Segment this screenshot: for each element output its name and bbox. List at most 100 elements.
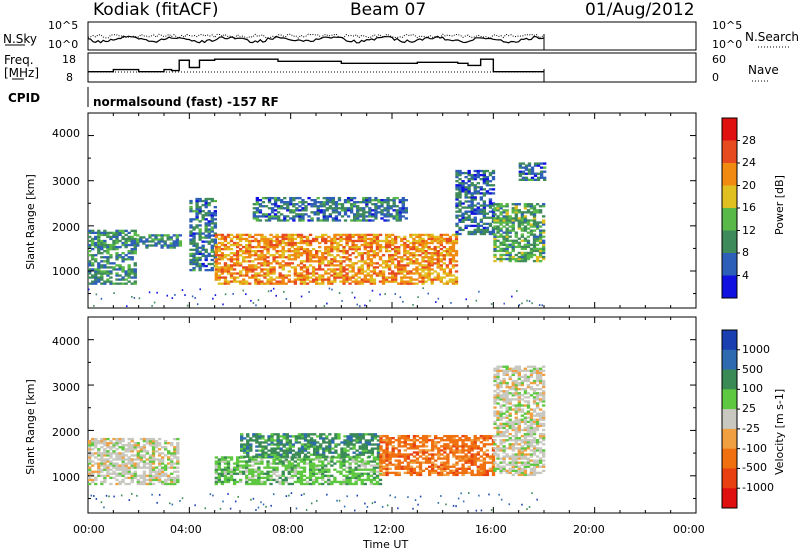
heatmap-cell — [282, 445, 286, 448]
heatmap-cell — [351, 291, 353, 294]
heatmap-cell — [418, 239, 422, 243]
heatmap-cell — [192, 236, 196, 239]
heatmap-cell — [109, 464, 113, 467]
heatmap-cell — [451, 280, 456, 283]
heatmap-cell — [226, 464, 231, 467]
heatmap-cell — [286, 205, 290, 208]
heatmap-cell — [178, 242, 183, 245]
heatmap-cell — [514, 459, 518, 462]
heatmap-cell — [458, 210, 462, 213]
heatmap-cell — [499, 449, 503, 452]
heatmap-cell — [88, 470, 92, 473]
heatmap-cell — [538, 231, 543, 234]
heatmap-cell — [154, 470, 159, 473]
heatmap-cell — [302, 468, 307, 471]
heatmap-cell — [100, 446, 104, 449]
heatmap-cell — [214, 270, 219, 273]
heatmap-cell — [387, 272, 392, 275]
heatmap-cell — [243, 449, 247, 452]
heatmap-cell — [470, 473, 474, 477]
heatmap-cell — [401, 201, 405, 204]
heatmap-cell — [130, 249, 134, 253]
heatmap-cell — [446, 463, 450, 466]
heatmap-cell — [488, 216, 493, 219]
heatmap-cell — [319, 445, 323, 448]
heatmap-cell — [491, 463, 496, 466]
heatmap-cell — [482, 230, 487, 234]
heatmap-cell — [130, 474, 134, 478]
heatmap-cell — [173, 480, 177, 484]
heatmap-cell — [281, 280, 285, 283]
heatmap-cell — [321, 476, 325, 480]
heatmap-cell — [493, 394, 497, 397]
heatmap-cell — [385, 443, 389, 446]
heatmap-cell — [272, 460, 276, 463]
heatmap-cell — [313, 201, 317, 204]
heatmap-cell — [357, 456, 361, 459]
heatmap-cell — [532, 237, 537, 240]
heatmap-cell — [499, 471, 503, 475]
heatmap-cell — [409, 270, 413, 273]
heatmap-cell — [473, 190, 477, 193]
heatmap-cell — [266, 476, 270, 480]
heatmap-cell — [299, 268, 304, 271]
heatmap-cell — [470, 220, 474, 223]
heatmap-cell — [288, 451, 292, 454]
heatmap-cell — [242, 278, 246, 281]
heatmap-cell — [508, 221, 512, 224]
heatmap-cell — [443, 449, 447, 452]
heatmap-cell — [97, 470, 101, 473]
heatmap-cell — [541, 243, 546, 247]
heatmap-cell — [88, 239, 92, 243]
heatmap-cell — [363, 243, 367, 247]
heatmap-cell — [345, 249, 349, 253]
heatmap-cell — [235, 462, 240, 465]
heatmap-cell — [133, 252, 137, 255]
heatmap-cell — [448, 262, 453, 265]
heatmap-cell — [470, 469, 474, 473]
heatmap-cell — [357, 464, 361, 467]
heatmap-cell — [499, 259, 503, 263]
heatmap-cell — [198, 197, 202, 201]
heatmap-cell — [382, 439, 386, 442]
heatmap-cell — [449, 439, 453, 442]
heatmap-cell — [100, 245, 104, 249]
heatmap-cell — [401, 198, 405, 202]
heatmap-cell — [464, 439, 468, 442]
heatmap-cell — [331, 288, 333, 291]
heatmap-cell — [254, 462, 258, 465]
heatmap-cell — [229, 276, 234, 279]
heatmap-cell — [278, 458, 282, 461]
heatmap-cell — [443, 443, 447, 446]
heatmap-cell — [176, 456, 180, 459]
heatmap-cell — [360, 252, 364, 255]
heatmap-cell — [378, 245, 383, 249]
heatmap-cell — [142, 450, 147, 453]
heatmap-cell — [302, 470, 307, 473]
heatmap-cell — [348, 458, 352, 461]
heatmap-cell — [363, 245, 367, 249]
heatmap-cell — [482, 222, 487, 226]
heatmap-cell — [112, 458, 116, 461]
heatmap-cell — [430, 235, 434, 239]
heatmap-cell — [261, 435, 265, 438]
heatmap-cell — [260, 462, 264, 465]
heatmap-cell — [189, 260, 193, 264]
heatmap-cell — [260, 249, 264, 253]
heatmap-cell — [532, 225, 537, 228]
heatmap-cell — [115, 466, 119, 469]
heatmap-cell — [226, 241, 231, 245]
heatmap-cell — [502, 465, 506, 468]
heatmap-cell — [508, 461, 512, 464]
heatmap-cell — [424, 252, 428, 255]
heatmap-cell — [505, 420, 509, 424]
heatmap-cell — [223, 256, 228, 259]
heatmap-cell — [523, 229, 528, 232]
heatmap-cell — [485, 178, 490, 181]
heatmap-cell — [527, 164, 532, 167]
heatmap-cell — [403, 434, 407, 438]
heatmap-cell — [415, 235, 419, 239]
heatmap-cell — [100, 231, 104, 235]
heatmap-cell — [363, 235, 367, 239]
heatmap-cell — [529, 205, 534, 208]
